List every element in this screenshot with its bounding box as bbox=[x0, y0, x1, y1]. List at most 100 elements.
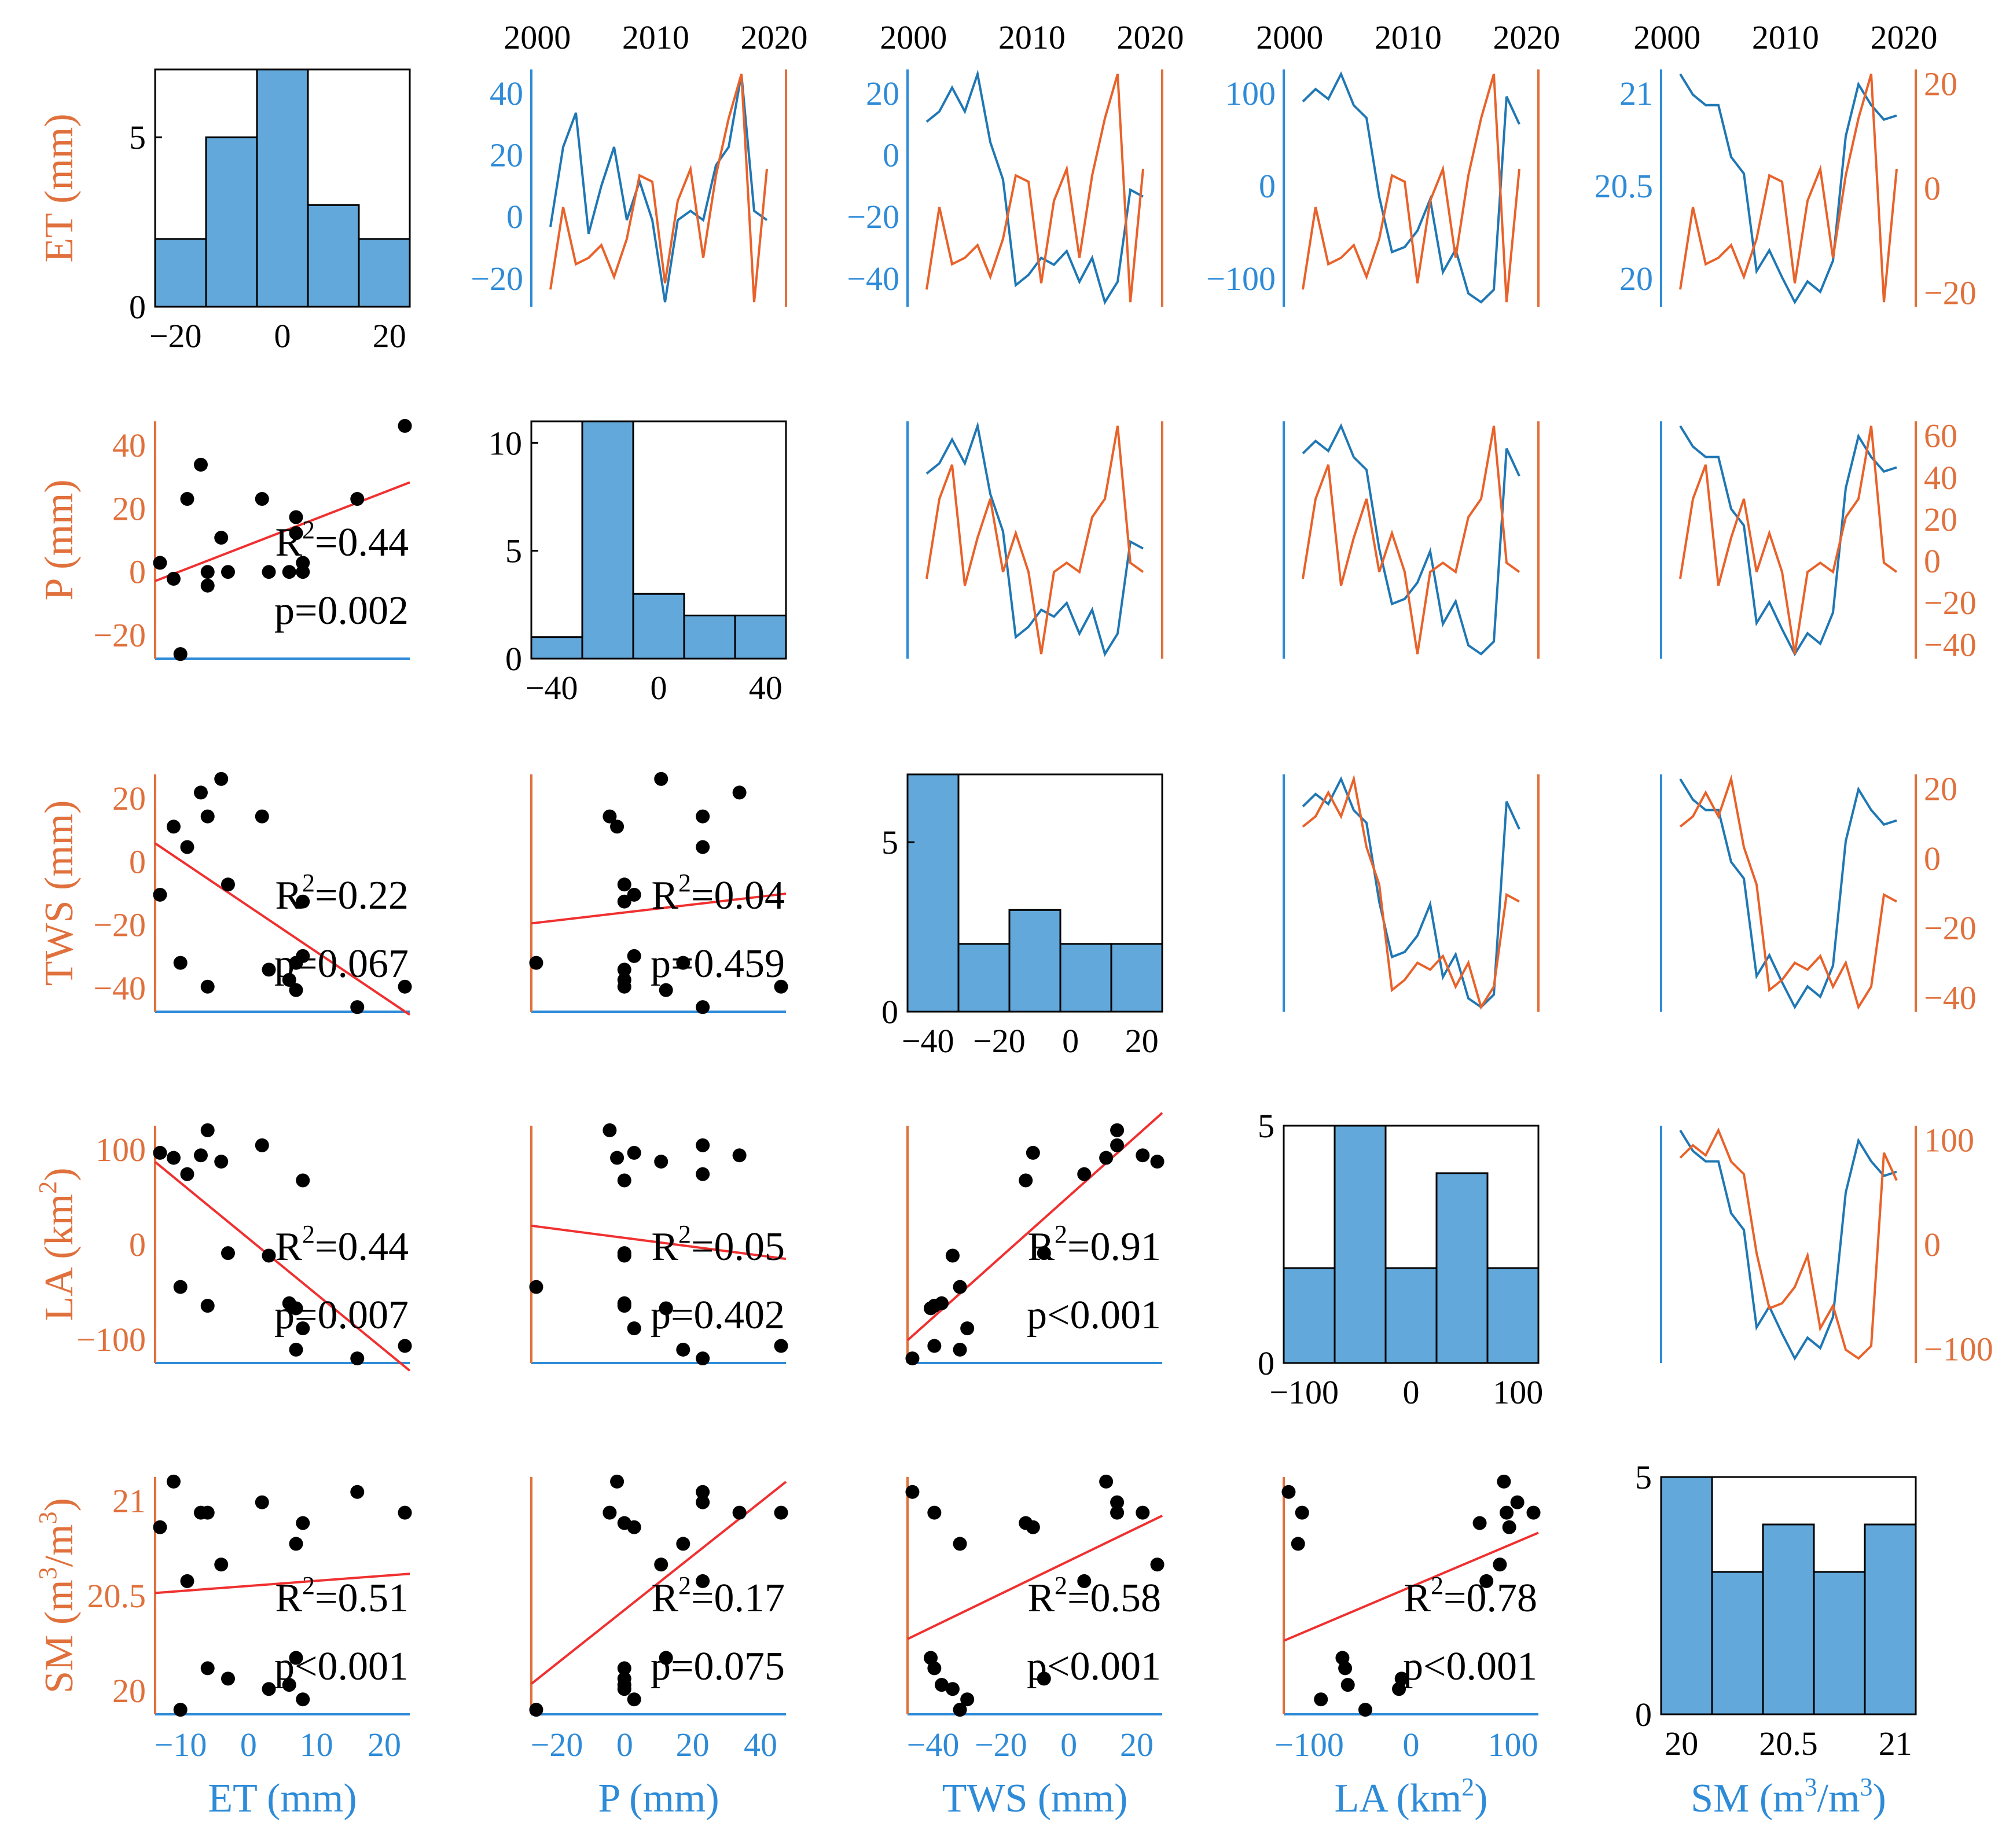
scatter-point bbox=[1019, 1516, 1033, 1530]
scatter-point bbox=[289, 1342, 303, 1357]
x-tick-label: 20 bbox=[373, 317, 406, 355]
scatter-point bbox=[282, 565, 296, 579]
scatter-point bbox=[289, 956, 303, 970]
year-tick-label: 2000 bbox=[1256, 19, 1323, 56]
histogram-bar bbox=[358, 238, 411, 308]
year-tick-label: 2000 bbox=[880, 19, 947, 56]
r-squared-label: R2=0.05 bbox=[651, 1220, 785, 1269]
scatter-point bbox=[1136, 1505, 1150, 1520]
histogram-tws: 0 5 −40 −20 0 20 bbox=[881, 773, 1163, 1060]
scatter-point bbox=[296, 1173, 310, 1188]
scatter-point bbox=[627, 949, 641, 963]
scatter-point bbox=[1338, 1661, 1353, 1676]
scatter-point bbox=[927, 1505, 942, 1520]
scatter-point bbox=[262, 1682, 276, 1696]
scatter-point bbox=[627, 1692, 641, 1707]
regression-line bbox=[154, 842, 411, 1016]
histogram-bar bbox=[1283, 1267, 1336, 1364]
scatter-point bbox=[1502, 1520, 1516, 1534]
x-tick-label: 100 bbox=[1493, 1373, 1543, 1411]
x-tick-label: 20 bbox=[1665, 1725, 1698, 1762]
r-squared-label: R2=0.51 bbox=[275, 1571, 409, 1621]
y-tick-label: 5 bbox=[505, 532, 522, 570]
regression-line bbox=[155, 1573, 410, 1595]
scatter-point bbox=[221, 1671, 235, 1686]
timeseries-tws-la bbox=[1283, 774, 1540, 1012]
scatter-point bbox=[654, 771, 668, 786]
scatter-point bbox=[654, 1557, 668, 1572]
scatter-point bbox=[1497, 1474, 1511, 1489]
scatter-point bbox=[193, 457, 208, 472]
y-tick-label: 0 bbox=[129, 553, 146, 591]
scatter-point bbox=[350, 1000, 365, 1015]
scatter-point bbox=[617, 962, 631, 977]
scatter-point bbox=[1077, 1167, 1092, 1181]
p-value-label: p<0.001 bbox=[1027, 1644, 1161, 1689]
timeseries-la-sm: −100 0 100 bbox=[1660, 1122, 1993, 1368]
y-tick-label: 0 bbox=[129, 843, 146, 880]
right-tick-label: −40 bbox=[1924, 979, 1977, 1016]
p-value-label: p<0.001 bbox=[274, 1644, 409, 1689]
scatter-point bbox=[603, 1123, 617, 1137]
y-tick-label: 0 bbox=[881, 993, 898, 1031]
series-p bbox=[925, 425, 1144, 655]
right-tick-label: −40 bbox=[1924, 626, 1977, 663]
year-tick-label: 2000 bbox=[504, 19, 571, 56]
scatter-point bbox=[398, 979, 412, 994]
scatter-point bbox=[262, 565, 276, 579]
scatter-point bbox=[603, 809, 617, 824]
scatter-point bbox=[627, 1145, 641, 1160]
scatter-point bbox=[610, 820, 625, 834]
scatter-point bbox=[627, 1321, 641, 1336]
y-tick-label: 0 bbox=[129, 1226, 146, 1263]
scatter-point bbox=[774, 1505, 788, 1520]
x-tick-label: −40 bbox=[907, 1726, 960, 1764]
y-tick-label: 20.5 bbox=[87, 1577, 146, 1615]
series-la bbox=[1679, 1127, 1898, 1360]
histogram-bar bbox=[581, 420, 634, 660]
scatter-point bbox=[200, 1299, 215, 1313]
scatter-point bbox=[180, 492, 194, 506]
scatter-point bbox=[173, 956, 188, 970]
scatter-point bbox=[1358, 1703, 1372, 1717]
x-axis-title-p: P (mm) bbox=[598, 1776, 719, 1821]
timeseries-et-p: −20 0 20 40 2000 2010 2020 bbox=[471, 19, 808, 307]
scatter-point bbox=[200, 809, 215, 824]
right-tick-label: 20 bbox=[1924, 770, 1957, 808]
scatter-sm-vs-p: R2=0.17 p=0.075 bbox=[529, 1474, 788, 1717]
regression-line bbox=[155, 481, 410, 582]
x-tick-label: 20 bbox=[1125, 1022, 1159, 1060]
series-et bbox=[925, 74, 1144, 303]
scatter-point bbox=[221, 565, 235, 579]
scatter-point bbox=[659, 1301, 673, 1316]
left-tick-label: 0 bbox=[883, 137, 899, 174]
scatter-point bbox=[659, 983, 673, 997]
r-squared-label: R2=0.78 bbox=[1404, 1571, 1537, 1621]
series-et bbox=[1302, 74, 1520, 303]
scatter-point bbox=[953, 1342, 967, 1357]
left-tick-label: 0 bbox=[506, 198, 523, 236]
right-tick-label: 0 bbox=[1924, 542, 1941, 580]
scatter-point bbox=[696, 1495, 710, 1509]
scatter-point bbox=[166, 820, 181, 834]
left-tick-label: 0 bbox=[1259, 167, 1276, 205]
scatter-point bbox=[296, 1692, 310, 1707]
regression-line bbox=[907, 1515, 1163, 1640]
scatter-point bbox=[350, 1351, 365, 1366]
histogram-bar bbox=[734, 614, 787, 660]
scatter-point bbox=[180, 1167, 194, 1181]
left-tick-label: 100 bbox=[1225, 75, 1276, 112]
histogram-bar bbox=[1059, 943, 1112, 1013]
scatter-sm-vs-tws: R2=0.58 p<0.001 bbox=[905, 1474, 1165, 1717]
y-tick-label: −100 bbox=[76, 1321, 146, 1358]
right-tick-label: 0 bbox=[1924, 1226, 1941, 1263]
scatter-la-vs-tws: R2=0.91 p<0.001 bbox=[905, 1112, 1165, 1366]
histogram-bar bbox=[154, 238, 207, 308]
timeseries-p-sm: −40 −20 0 20 40 60 bbox=[1660, 417, 1977, 663]
series-tws bbox=[1302, 774, 1520, 1010]
histogram-bar bbox=[256, 68, 309, 308]
regression-line bbox=[531, 1224, 787, 1261]
timeseries-p-tws bbox=[906, 421, 1163, 659]
scatter-point bbox=[945, 1248, 960, 1263]
histogram-bar bbox=[1864, 1523, 1917, 1715]
